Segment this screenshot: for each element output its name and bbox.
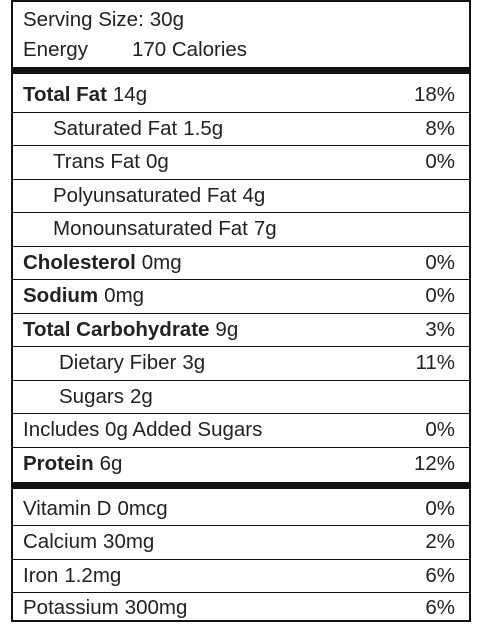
- nutrient-row-sodium: Sodium 0mg 0%: [13, 283, 469, 309]
- nutrient-row-polyunsaturated-fat: Polyunsaturated Fat 4g: [53, 183, 266, 207]
- daily-value: 0%: [425, 250, 455, 274]
- micronutrient-row-potassium: Potassium 300mg 6%: [13, 595, 469, 621]
- daily-value: 6%: [425, 595, 455, 619]
- divider: [13, 179, 469, 180]
- divider: [13, 559, 469, 560]
- divider: [13, 279, 469, 280]
- divider: [13, 112, 469, 113]
- divider: [13, 246, 469, 247]
- thick-divider: [13, 67, 469, 74]
- divider: [13, 447, 469, 448]
- nutrition-label: Serving Size: 30g Energy 170 Calories Tot…: [11, 0, 471, 622]
- nutrient-row-trans-fat: Trans Fat 0g 0%: [13, 149, 469, 175]
- divider: [13, 313, 469, 314]
- micronutrient-row-calcium: Calcium 30mg 2%: [13, 529, 469, 555]
- nutrient-row-added-sugars: Includes 0g Added Sugars 0%: [13, 417, 469, 443]
- micronutrient-row-vitamin-d: Vitamin D 0mcg 0%: [13, 496, 469, 522]
- divider: [13, 145, 469, 146]
- serving-size: Serving Size: 30g: [23, 7, 184, 31]
- daily-value: 12%: [413, 451, 455, 475]
- divider: [13, 525, 469, 526]
- daily-value: 0%: [425, 496, 455, 520]
- micronutrient-row-iron: Iron 1.2mg 6%: [13, 563, 469, 589]
- nutrient-row-saturated-fat: Saturated Fat 1.5g 8%: [13, 116, 469, 142]
- nutrient-row-total-fat: Total Fat 14g 18%: [13, 82, 469, 108]
- nutrient-row-dietary-fiber: Dietary Fiber 3g 11%: [13, 350, 469, 376]
- daily-value: 3%: [425, 317, 455, 341]
- daily-value: 2%: [425, 529, 455, 553]
- daily-value: 0%: [425, 283, 455, 307]
- daily-value: 8%: [425, 116, 455, 140]
- daily-value: 18%: [413, 82, 455, 106]
- energy-row: Energy 170 Calories: [13, 38, 469, 62]
- divider: [13, 380, 469, 381]
- daily-value: 11%: [415, 350, 455, 374]
- daily-value: 6%: [425, 563, 455, 587]
- divider: [13, 212, 469, 213]
- nutrient-row-protein: Protein 6g 12%: [13, 451, 469, 477]
- thick-divider: [13, 482, 469, 489]
- daily-value: 0%: [425, 417, 455, 441]
- nutrient-row-sugars: Sugars 2g: [59, 384, 153, 408]
- divider: [13, 413, 469, 414]
- energy-value: 170 Calories: [131, 37, 248, 61]
- divider: [13, 592, 469, 593]
- serving-size-row: Serving Size: 30g: [13, 8, 469, 32]
- nutrient-row-monounsaturated-fat: Monounsaturated Fat 7g: [53, 216, 277, 240]
- energy-label: Energy: [23, 37, 88, 61]
- divider: [13, 346, 469, 347]
- nutrient-row-cholesterol: Cholesterol 0mg 0%: [13, 250, 469, 276]
- daily-value: 0%: [425, 149, 455, 173]
- nutrient-row-total-carbohydrate: Total Carbohydrate 9g 3%: [13, 317, 469, 343]
